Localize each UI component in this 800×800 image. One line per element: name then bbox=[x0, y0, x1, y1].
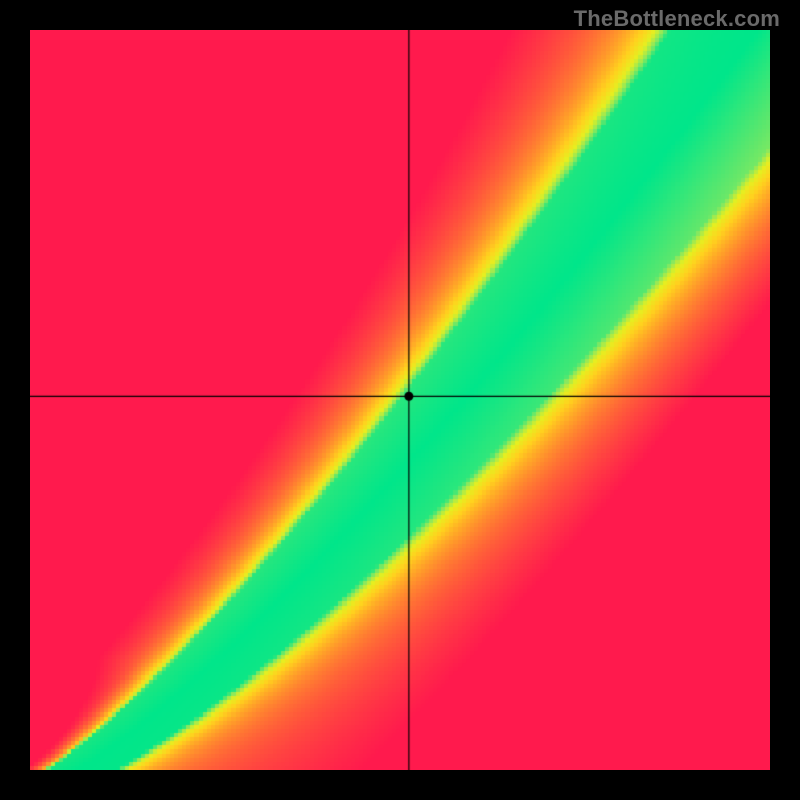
watermark-text: TheBottleneck.com bbox=[574, 6, 780, 32]
figure-container: TheBottleneck.com bbox=[0, 0, 800, 800]
bottleneck-heatmap bbox=[30, 30, 770, 770]
